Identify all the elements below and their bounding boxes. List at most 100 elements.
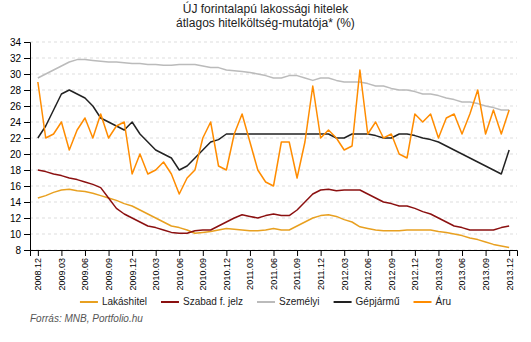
line-series — [38, 170, 509, 233]
legend-swatch — [161, 301, 179, 303]
tick-mark — [297, 250, 298, 256]
tick: 2009.03 — [57, 250, 67, 291]
legend-label: Gépjármű — [356, 296, 400, 307]
tick-label: 2010.12 — [222, 258, 232, 291]
tick-mark — [24, 90, 30, 91]
tick-label: 2013.03 — [434, 258, 444, 291]
tick-label: 22 — [10, 133, 22, 144]
tick-label: 18 — [10, 165, 22, 176]
axis-line — [24, 43, 31, 251]
tick-mark — [368, 250, 369, 256]
tick: 2011.03 — [245, 250, 255, 290]
tick-mark — [132, 250, 133, 256]
tick-label: 24 — [10, 117, 22, 128]
legend-swatch — [414, 301, 432, 303]
tick-mark — [109, 250, 110, 256]
tick-mark — [24, 58, 30, 59]
grid-line — [30, 90, 517, 91]
tick-mark — [344, 250, 345, 256]
tick: 10 — [10, 229, 30, 240]
tick: 2009.06 — [80, 250, 90, 291]
tick-mark — [250, 250, 251, 256]
tick-mark — [438, 250, 439, 256]
tick-label: 2012.12 — [410, 258, 420, 291]
grid-line — [30, 218, 517, 219]
tick: 18 — [10, 165, 30, 176]
tick-label: 2009.12 — [127, 258, 137, 291]
tick-label: 2011.03 — [245, 258, 255, 290]
tick-label: 2010.03 — [151, 258, 161, 291]
tick-label: 14 — [10, 197, 22, 208]
tick-label: 2013.06 — [457, 258, 467, 291]
tick-mark — [85, 250, 86, 256]
tick: 2012.03 — [340, 250, 350, 291]
tick-label: 2009.06 — [80, 258, 90, 291]
tick: 14 — [10, 197, 30, 208]
tick: 2009.12 — [127, 250, 137, 291]
tick-label: 2011.12 — [316, 258, 326, 290]
tick-mark — [226, 250, 227, 256]
tick: 28 — [10, 85, 30, 96]
grid — [30, 42, 517, 250]
legend-label: Személyi — [279, 296, 320, 307]
tick-label: 12 — [10, 213, 22, 224]
legend-item: Lakáshitel — [80, 296, 147, 307]
tick-mark — [462, 250, 463, 256]
tick: 16 — [10, 181, 30, 192]
line-series — [38, 60, 509, 110]
tick-mark — [415, 250, 416, 256]
legend-label: Áru — [436, 295, 452, 307]
tick-label: 2012.03 — [340, 258, 350, 291]
grid-line — [30, 106, 517, 107]
tick-mark — [509, 250, 510, 256]
grid-line — [30, 202, 517, 203]
tick: 8 — [15, 245, 30, 256]
tick-label: 2010.09 — [198, 258, 208, 291]
tick: 2010.03 — [151, 250, 161, 291]
tick-label: 2008.12 — [33, 258, 43, 291]
tick: 32 — [10, 53, 30, 64]
tick-mark — [24, 106, 30, 107]
grid-line — [30, 58, 517, 59]
tick-mark — [24, 154, 30, 155]
tick: 2010.06 — [175, 250, 185, 291]
chart: ÚJ forintalapú lakossági hitelekátlagos … — [0, 0, 531, 342]
tick: 2010.09 — [198, 250, 208, 291]
tick: 2009.09 — [104, 250, 114, 291]
y-axis: 810121416182022242628303234 — [10, 37, 31, 256]
legend-item: Áru — [414, 295, 452, 307]
tick-label: 2012.09 — [387, 258, 397, 291]
tick-label: 8 — [15, 245, 21, 256]
grid-line — [30, 234, 517, 235]
x-axis: 2008.12 2009.03 2009.06 2009.09 2009.12 2010.… — [31, 250, 518, 291]
tick: 2011.06 — [269, 250, 279, 290]
tick: 2010.12 — [222, 250, 232, 291]
legend-item: Gépjármű — [334, 296, 400, 307]
tick-mark — [24, 170, 30, 171]
legend-label: Szabad f. jelz — [183, 296, 243, 307]
tick-mark — [203, 250, 204, 256]
tick-mark — [24, 186, 30, 187]
legend-swatch — [257, 301, 275, 303]
tick-mark — [24, 74, 30, 75]
tick-mark — [321, 250, 322, 256]
tick-label: 34 — [10, 37, 22, 48]
annotation: Forrás: MNB, Portfolio.hu — [30, 313, 143, 324]
tick: 2012.12 — [410, 250, 420, 291]
tick: 2011.12 — [316, 250, 326, 290]
tick: 12 — [10, 213, 30, 224]
axis-line — [31, 251, 518, 257]
grid-line — [30, 74, 517, 75]
tick-mark — [486, 250, 487, 256]
tick-mark — [24, 42, 30, 43]
legend-swatch — [334, 301, 352, 303]
tick: 26 — [10, 101, 30, 112]
tick: 24 — [10, 117, 30, 128]
line-series — [38, 90, 509, 174]
tick: 30 — [10, 69, 30, 80]
tick-mark — [61, 250, 62, 256]
grid-line — [30, 170, 517, 171]
line-series — [38, 70, 509, 194]
tick: 2012.06 — [363, 250, 373, 291]
tick-mark — [24, 202, 30, 203]
